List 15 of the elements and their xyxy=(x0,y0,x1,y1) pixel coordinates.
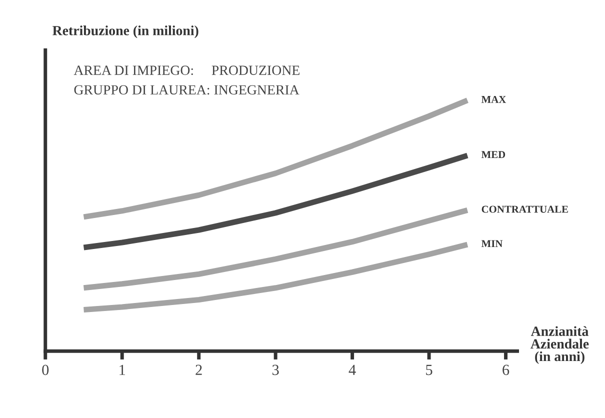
series-label: CONTRATTUALE xyxy=(482,206,568,213)
y-axis-title: Retribuzione (in milioni) xyxy=(52,26,198,38)
x-tick-label: 5 xyxy=(426,364,432,376)
x-tick-label: 6 xyxy=(502,364,510,376)
x-tick-label: 1 xyxy=(120,364,126,375)
x-tick-label: 4 xyxy=(348,364,356,375)
series-label: MIN xyxy=(481,240,503,248)
x-tick-label: 0 xyxy=(42,364,49,376)
text: AREA DI IMPIEGO: PRODUZIONE xyxy=(74,66,300,76)
text: GRUPPO DI LAUREA: INGEGNERIA xyxy=(74,85,300,95)
x-tick-label: 2 xyxy=(196,364,202,375)
series-label: MED xyxy=(481,151,506,158)
x-axis-title: Anzianità Aziendale (in anni) xyxy=(530,326,589,364)
series-label: MAX xyxy=(481,96,506,103)
x-tick-label: 3 xyxy=(272,364,279,376)
